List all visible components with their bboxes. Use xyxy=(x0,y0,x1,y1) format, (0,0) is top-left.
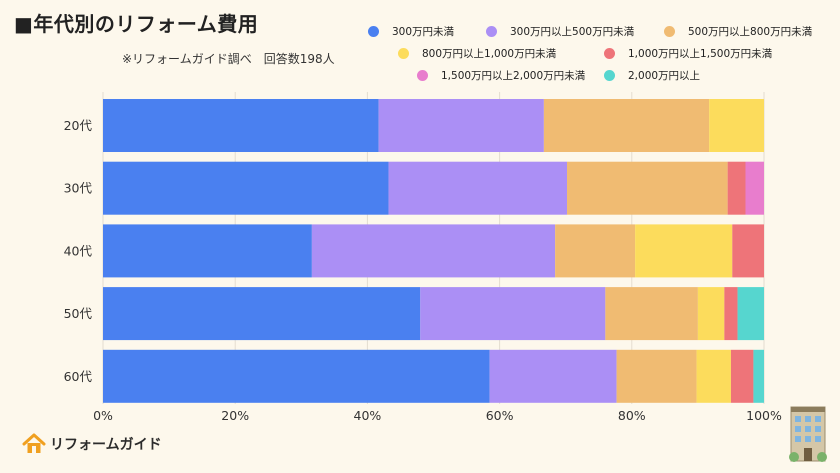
legend-item-under-300: 300万円未満 xyxy=(368,24,486,39)
legend-swatch-over-2000 xyxy=(604,69,615,81)
legend-swatch-800-1000 xyxy=(398,47,409,59)
bar-segment xyxy=(388,161,568,215)
bar-segments xyxy=(103,99,764,403)
legend-swatch-1000-1500 xyxy=(604,47,615,59)
legend-swatch-300-500 xyxy=(486,25,497,37)
building-icon xyxy=(789,406,827,462)
legend-label-under-300: 300万円未満 xyxy=(392,25,455,38)
bar-segment xyxy=(696,349,731,403)
bar-segment xyxy=(543,99,710,152)
category-label: 60代 xyxy=(64,369,93,384)
legend-label-over-2000: 2,000万円以上 xyxy=(628,69,701,82)
bar-segment xyxy=(103,161,389,215)
bar-segment xyxy=(727,161,746,215)
chart-title: ■年代別のリフォーム費用 xyxy=(14,12,259,36)
legend-row: 1,500万円以上2,000万円未満 2,000万円以上 xyxy=(368,64,838,86)
legend-row: 800万円以上1,000万円未満 1,000万円以上1,500万円未満 xyxy=(368,42,838,64)
legend-label-1000-1500: 1,000万円以上1,500万円未満 xyxy=(628,47,773,60)
bar-segment xyxy=(420,287,606,341)
legend-item-800-1000: 800万円以上1,000万円未満 xyxy=(398,46,604,61)
bar-segment xyxy=(103,287,421,341)
category-label: 20代 xyxy=(64,118,93,133)
bar-segment xyxy=(737,287,764,341)
bar-segment xyxy=(697,287,725,341)
category-label: 50代 xyxy=(64,306,93,321)
category-labels: 20代 30代 40代 50代 60代 xyxy=(64,118,93,384)
bar-segment xyxy=(616,349,697,403)
legend-swatch-1500-2000 xyxy=(417,69,428,81)
bar-segment xyxy=(103,224,312,278)
legend-label-800-1000: 800万円以上1,000万円未満 xyxy=(422,47,557,60)
legend-item-1500-2000: 1,500万円以上2,000万円未満 xyxy=(417,68,604,83)
legend-item-over-2000: 2,000万円以上 xyxy=(604,68,700,83)
legend-swatch-500-800 xyxy=(664,25,675,37)
brand-logo-text: リフォームガイド xyxy=(50,437,162,453)
legend-item-1000-1500: 1,000万円以上1,500万円未満 xyxy=(604,46,772,61)
x-tick-label: 0% xyxy=(93,408,113,423)
category-label: 40代 xyxy=(64,243,93,258)
legend-label-500-800: 500万円以上800万円未満 xyxy=(688,25,813,38)
bar-segment xyxy=(745,161,764,215)
bar-segment xyxy=(378,99,544,152)
bar-segment xyxy=(567,161,728,215)
bar-segment xyxy=(635,224,733,278)
bar-segment xyxy=(311,224,556,278)
category-label: 30代 xyxy=(64,181,93,196)
legend-item-300-500: 300万円以上500万円未満 xyxy=(486,24,664,39)
chart-legend: 300万円未満 300万円以上500万円未満 500万円以上800万円未満 80… xyxy=(368,20,838,86)
x-tick-label: 40% xyxy=(354,408,382,423)
x-tick-label: 80% xyxy=(618,408,646,423)
bar-segment xyxy=(103,99,379,152)
bar-segment xyxy=(555,224,636,278)
legend-item-500-800: 500万円以上800万円未満 xyxy=(664,24,812,39)
bar-segment xyxy=(730,349,754,403)
bar-segment xyxy=(724,287,738,341)
bar-segment xyxy=(753,349,764,403)
brand-logo: リフォームガイド xyxy=(22,432,162,456)
legend-swatch-under-300 xyxy=(368,25,379,37)
x-tick-label: 20% xyxy=(221,408,249,423)
bar-segment xyxy=(103,349,490,403)
bar-segment xyxy=(732,224,764,278)
house-icon xyxy=(22,433,46,453)
x-tick-label: 100% xyxy=(746,408,782,423)
bar-segment xyxy=(709,99,764,152)
legend-label-1500-2000: 1,500万円以上2,000万円未満 xyxy=(441,69,586,82)
bar-segment xyxy=(489,349,617,403)
x-tick-label: 60% xyxy=(486,408,514,423)
chart-subtitle: ※リフォームガイド調べ 回答数198人 xyxy=(122,52,335,66)
legend-label-300-500: 300万円以上500万円未満 xyxy=(510,25,635,38)
x-tick-labels: 0% 20% 40% 60% 80% 100% xyxy=(93,408,782,423)
legend-row: 300万円未満 300万円以上500万円未満 500万円以上800万円未満 xyxy=(368,20,838,42)
bar-segment xyxy=(605,287,698,341)
